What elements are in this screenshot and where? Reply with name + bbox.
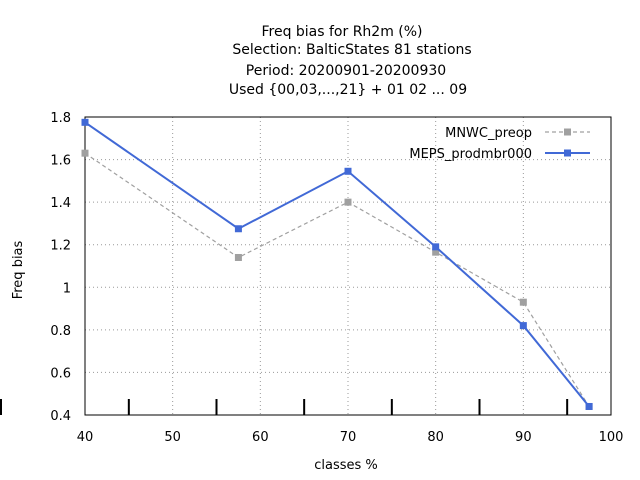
chart-title-line-2: Selection: BalticStates 81 stations [232, 42, 471, 58]
legend-swatch-marker-meps-prodmbr000 [564, 149, 571, 157]
tick-labels: 40 50 60 70 80 90 100 0.4 0.6 0.8 1 1.2 1.4 1.6 1.8 [50, 111, 623, 445]
grid-lines [85, 117, 611, 415]
x-tick-label-80: 80 [427, 430, 444, 445]
chart-title-line-4: Used {00,03,...,21} + 01 02 ... 09 [229, 82, 467, 98]
series-point-mnwc-preop [432, 248, 440, 256]
y-tick-label-0.4: 0.4 [50, 409, 71, 424]
legend-swatch-marker-mnwc-preop [564, 128, 571, 136]
x-tick-label-90: 90 [515, 430, 532, 445]
y-tick-label-0.6: 0.6 [50, 366, 71, 381]
legend-label-mnwc-preop: MNWC_preop [445, 126, 532, 141]
x-tick-label-40: 40 [77, 430, 94, 445]
x-axis-label: classes % [314, 458, 378, 473]
series-point-mnwc-preop [344, 198, 352, 206]
series-layer [81, 118, 593, 410]
y-tick-label-1: 1 [63, 281, 71, 296]
y-tick-label-0.8: 0.8 [50, 324, 71, 339]
plot-frame [84, 116, 612, 416]
series-point-meps-prodmbr000 [432, 243, 440, 251]
series-line-meps-prodmbr000 [84, 121, 590, 408]
legend: MNWC_preop MEPS_prodmbr000 [409, 126, 590, 162]
legend-label-meps-prodmbr000: MEPS_prodmbr000 [409, 147, 532, 162]
y-tick-label-1.4: 1.4 [50, 196, 71, 211]
series-point-meps-prodmbr000 [344, 167, 352, 175]
axes [0, 116, 612, 416]
x-tick-label-100: 100 [599, 430, 624, 445]
series-point-meps-prodmbr000 [234, 225, 242, 233]
series-point-meps-prodmbr000 [81, 118, 89, 126]
series-point-mnwc-preop [519, 298, 527, 306]
series-point-meps-prodmbr000 [519, 322, 527, 330]
y-tick-label-1.6: 1.6 [50, 154, 71, 169]
series-point-mnwc-preop [234, 253, 242, 261]
series-point-meps-prodmbr000 [585, 402, 593, 410]
y-tick-label-1.2: 1.2 [50, 239, 71, 254]
x-tick-label-70: 70 [340, 430, 357, 445]
x-tick-label-60: 60 [252, 430, 269, 445]
y-tick-label-1.8: 1.8 [50, 111, 71, 126]
chart-title-line-1: Freq bias for Rh2m (%) [261, 24, 422, 40]
series-line-mnwc-preop [84, 152, 590, 407]
chart-title-block: Freq bias for Rh2m (%) Selection: Baltic… [229, 24, 472, 98]
series-point-mnwc-preop [81, 149, 89, 157]
x-tick-label-50: 50 [164, 430, 181, 445]
chart-title-line-3: Period: 20200901-20200930 [246, 63, 446, 79]
y-axis-label: Freq bias [11, 240, 26, 299]
